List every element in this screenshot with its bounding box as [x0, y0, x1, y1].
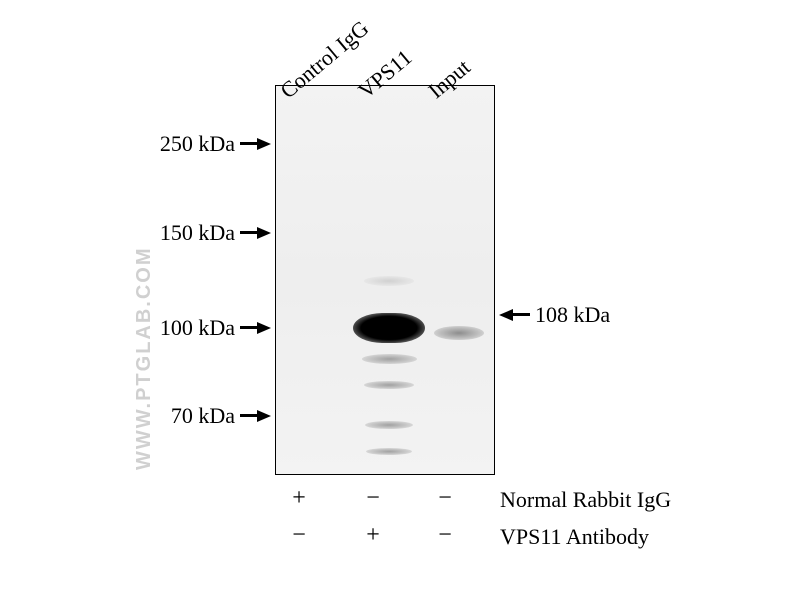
blot-background [276, 86, 494, 474]
band-smear [364, 276, 414, 286]
band-vps11-main [353, 313, 425, 343]
band-faint-2 [364, 381, 414, 389]
matrix-r1-c2: − [358, 485, 388, 512]
matrix-r2-c1: − [284, 522, 314, 549]
matrix-r1-c1: + [284, 485, 314, 512]
matrix-r1-c3: − [430, 485, 460, 512]
band-faint-1 [362, 354, 417, 364]
mw-arrow-100 [240, 327, 270, 329]
matrix-r2-c3: − [430, 522, 460, 549]
matrix-label-r1: Normal Rabbit IgG [500, 487, 671, 513]
mw-label-100: 100 kDa [145, 315, 235, 341]
band-label-108: 108 kDa [535, 302, 610, 328]
matrix-r2-c2: + [358, 522, 388, 549]
band-faint-3 [365, 421, 413, 429]
band-faint-4 [366, 448, 412, 455]
blot-membrane [275, 85, 495, 475]
band-arrow-108 [500, 314, 530, 316]
mw-arrow-250 [240, 143, 270, 145]
band-input [434, 326, 484, 340]
watermark-text: WWW.PTGLAB.COM [133, 246, 156, 470]
mw-label-70: 70 kDa [145, 403, 235, 429]
mw-label-150: 150 kDa [145, 220, 235, 246]
mw-arrow-70 [240, 415, 270, 417]
mw-label-250: 250 kDa [145, 131, 235, 157]
mw-arrow-150 [240, 232, 270, 234]
matrix-label-r2: VPS11 Antibody [500, 524, 649, 550]
